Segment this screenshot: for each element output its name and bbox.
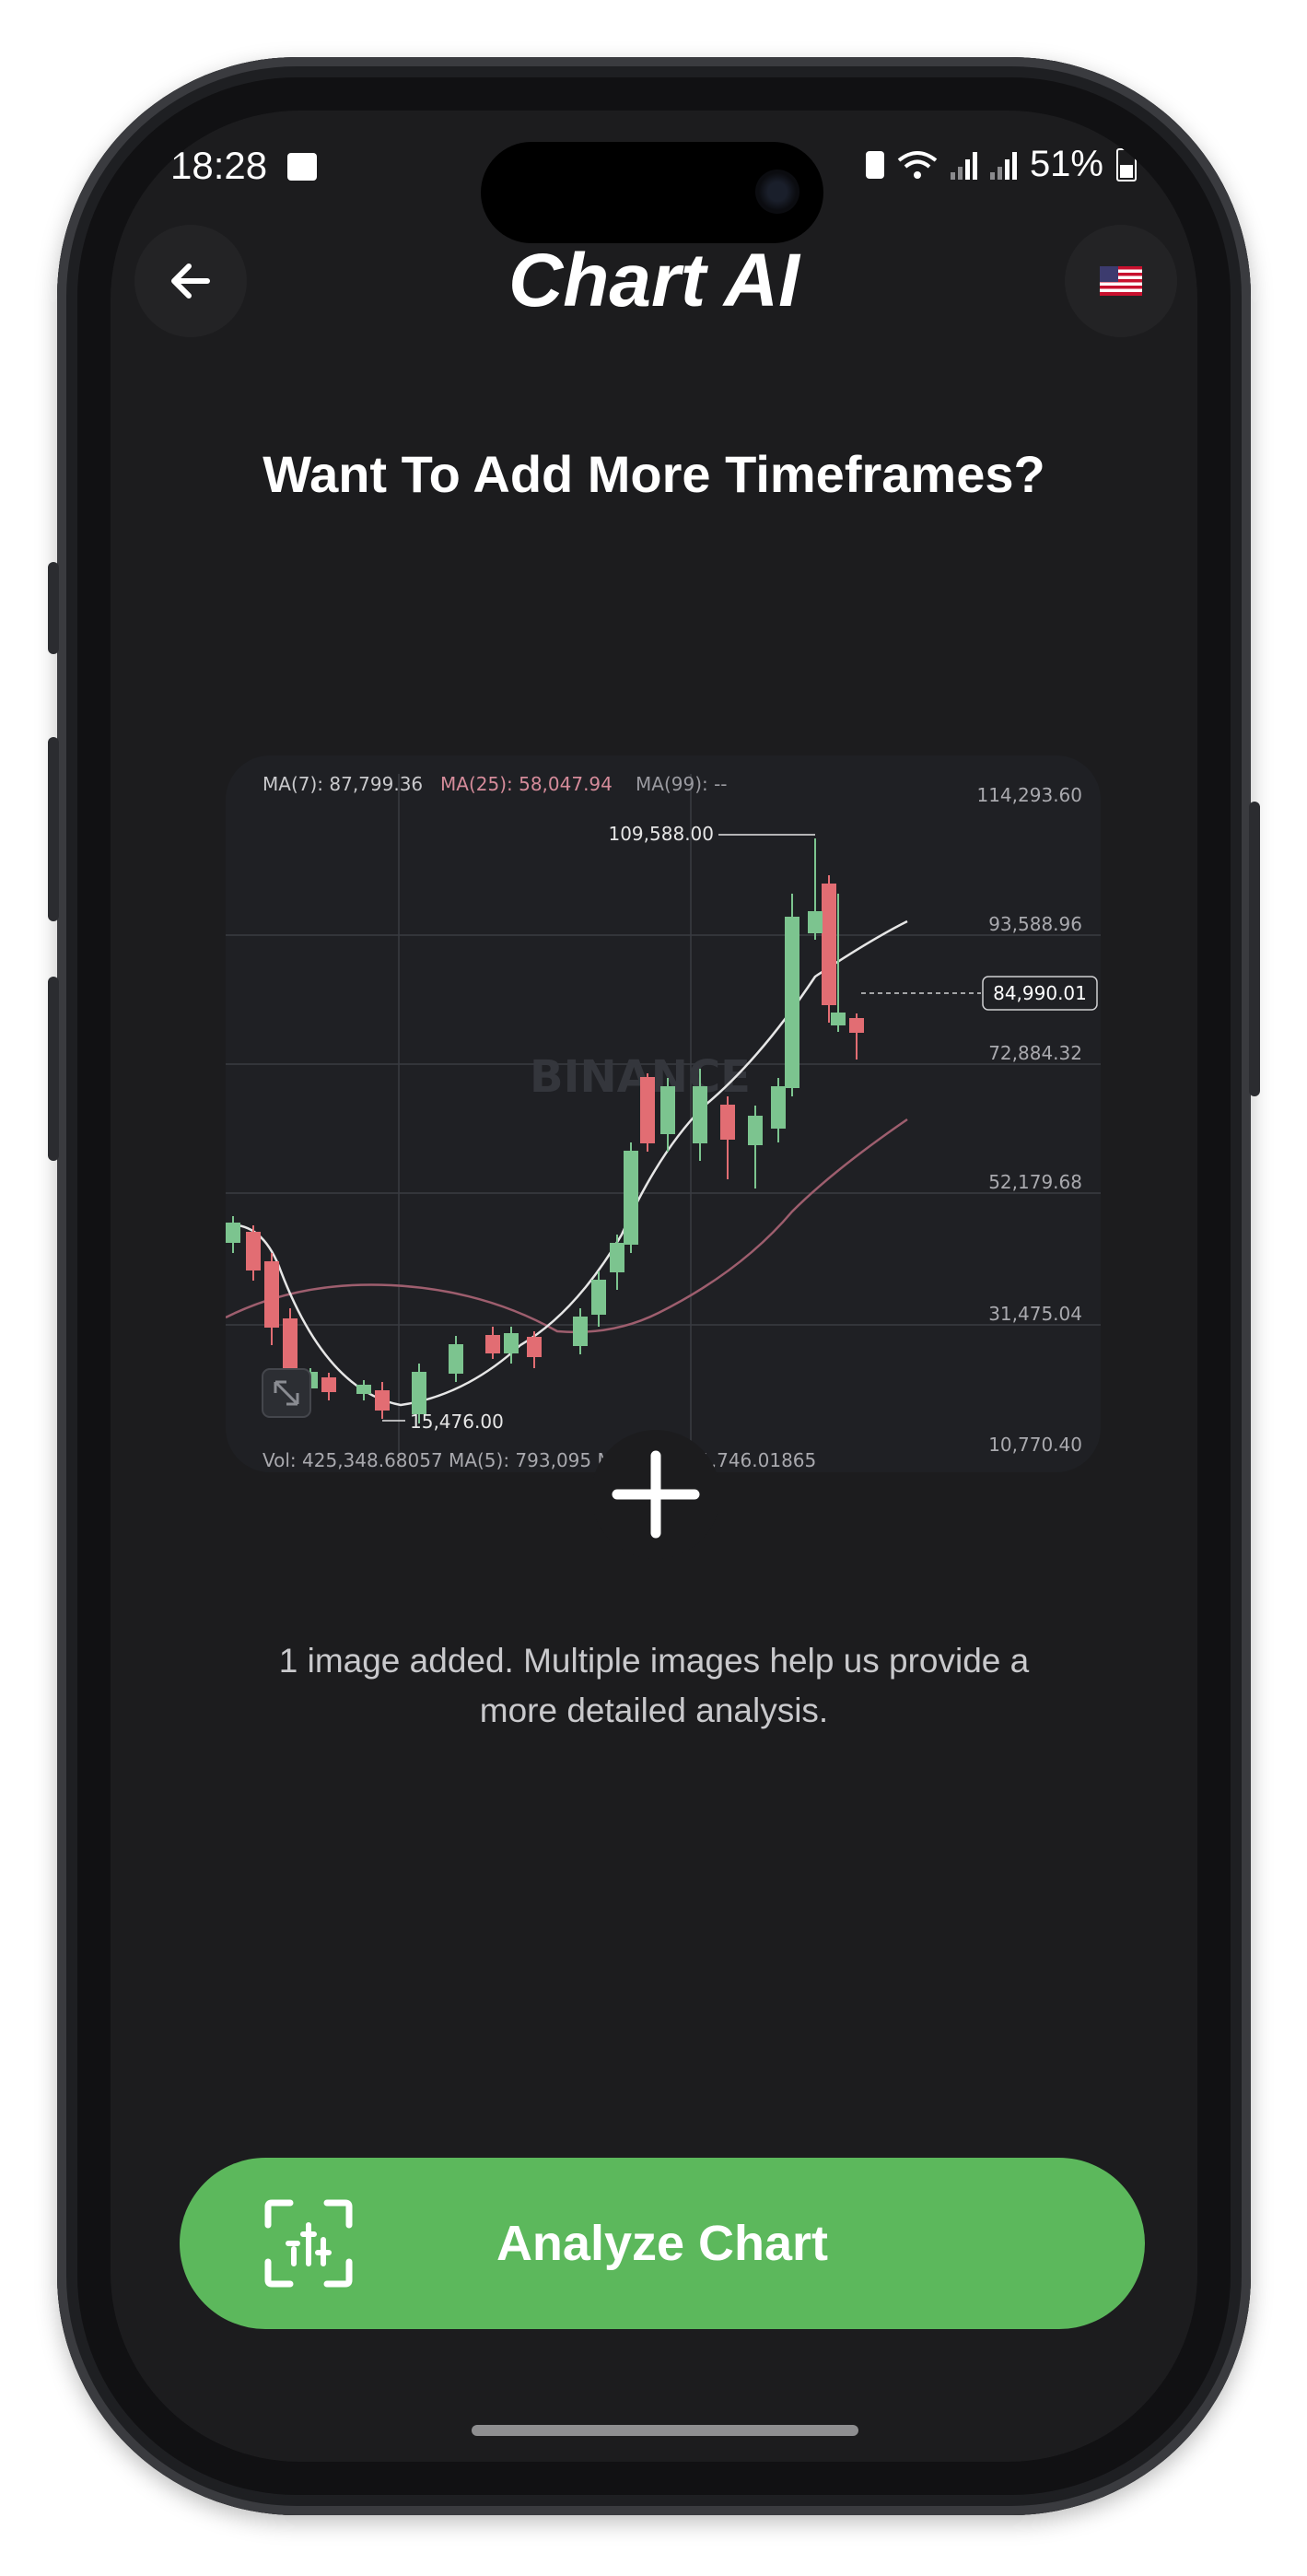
ma25-label: MA(25): 58,047.94 xyxy=(440,773,613,795)
candlestick-chart-image: MA(7): 87,799.36 MA(25): 58,047.94 MA(99… xyxy=(226,773,1101,1471)
analyze-chart-label: Analyze Chart xyxy=(496,2216,829,2271)
low-price-label: 15,476.00 xyxy=(410,1411,504,1433)
add-image-button[interactable] xyxy=(591,1430,720,1559)
chart-scan-icon xyxy=(264,2199,353,2288)
camera-icon xyxy=(755,170,799,214)
price-label: 114,293.60 xyxy=(976,784,1082,806)
mute-switch xyxy=(48,562,59,654)
volume-row: Vol: 425,348.68057 MA(5): 793,095 MA(10)… xyxy=(263,1449,816,1471)
ma25-line xyxy=(226,1118,908,1334)
signal-1-icon xyxy=(950,150,977,180)
ma99-label: MA(99): -- xyxy=(636,773,728,795)
arrow-left-icon xyxy=(171,263,210,299)
images-added-info: 1 image added. Multiple images help us p… xyxy=(278,1642,1030,1729)
candles xyxy=(226,838,864,1423)
ma7-label: MA(7): 87,799.36 xyxy=(263,773,423,795)
price-label: 52,179.68 xyxy=(988,1171,1082,1193)
language-button[interactable] xyxy=(1065,225,1177,337)
dynamic-island xyxy=(481,142,823,243)
battery-icon xyxy=(1116,147,1137,181)
high-price-label: 109,588.00 xyxy=(608,823,714,845)
chart-thumbnail[interactable]: MA(7): 87,799.36 MA(25): 58,047.94 MA(99… xyxy=(226,755,1101,1472)
battery-saver-icon xyxy=(865,150,884,179)
exchange-watermark: BINANCE xyxy=(530,1051,751,1103)
power-button xyxy=(1249,802,1260,1096)
price-label: 72,884.32 xyxy=(988,1042,1082,1064)
plus-icon xyxy=(612,1450,700,1539)
status-time: 18:28 xyxy=(170,144,268,187)
gallery-notification-icon xyxy=(287,153,317,181)
price-label: 93,588.96 xyxy=(988,913,1082,935)
signal-2-icon xyxy=(989,150,1017,180)
app-screen: 18:28 51% Chart AI Want To Add More Tim xyxy=(111,111,1197,2462)
volume-up-button xyxy=(48,737,59,921)
price-label: 31,475.04 xyxy=(988,1303,1082,1325)
current-price-label: 84,990.01 xyxy=(993,982,1087,1004)
headline: Want To Add More Timeframes? xyxy=(263,445,1045,503)
battery-percent: 51% xyxy=(1029,144,1103,184)
home-indicator[interactable] xyxy=(472,2425,858,2436)
wifi-icon xyxy=(897,150,938,179)
back-button[interactable] xyxy=(134,225,247,337)
status-indicators: 51% xyxy=(865,144,1137,185)
price-label: 10,770.40 xyxy=(988,1434,1082,1456)
volume-down-button xyxy=(48,977,59,1161)
app-title: Chart AI xyxy=(508,239,799,322)
expand-icon xyxy=(262,1368,311,1418)
us-flag-icon xyxy=(1100,266,1142,296)
analyze-chart-button[interactable]: Analyze Chart xyxy=(180,2158,1145,2329)
